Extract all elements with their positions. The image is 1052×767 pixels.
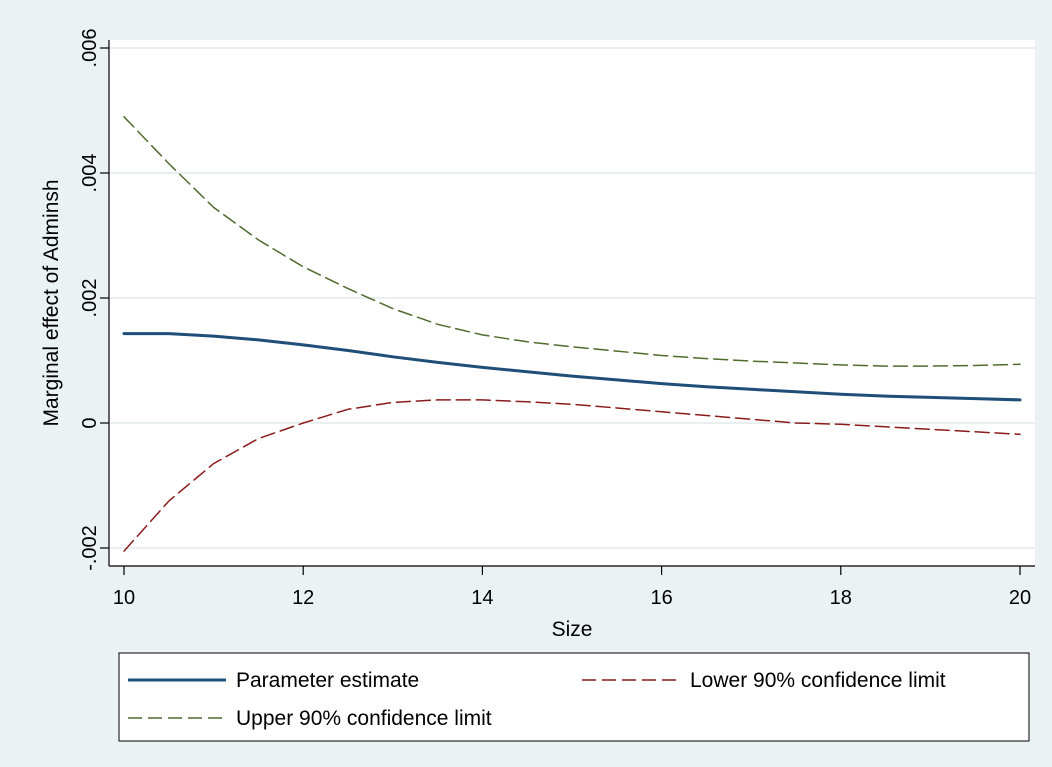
x-axis-ticks: 10 12 14 16 18 20 <box>113 566 1031 609</box>
legend-label-parameter-estimate: Parameter estimate <box>236 669 419 692</box>
x-tick-label-5: 20 <box>1009 587 1031 609</box>
legend-label-lower-90-confidence-limit: Lower 90% confidence limit <box>690 669 946 692</box>
plot-area <box>109 40 1035 566</box>
x-tick-label-0: 10 <box>113 587 135 609</box>
x-tick-label-3: 16 <box>650 587 672 609</box>
x-tick-label-2: 14 <box>471 587 493 609</box>
y-tick-label-3: .004 <box>79 154 101 193</box>
series-line-upper-90-confidence-limit <box>123 116 1021 367</box>
y-axis-ticks: -.002 0 .002 .004 .006 <box>79 29 109 571</box>
series-line-parameter-estimate <box>122 332 1022 402</box>
y-tick-label-4: .006 <box>79 29 101 68</box>
x-tick-label-4: 18 <box>830 587 852 609</box>
legend-label-upper-90-confidence-limit: Upper 90% confidence limit <box>236 707 492 730</box>
x-tick-label-1: 12 <box>292 587 314 609</box>
y-tick-label-0: -.002 <box>79 525 101 571</box>
x-axis-title: Size <box>552 618 593 641</box>
series-lines <box>122 116 1022 552</box>
gridlines <box>109 47 1035 549</box>
legend: Parameter estimate Lower 90% confidence … <box>118 652 1030 742</box>
legend-box <box>118 652 1030 742</box>
y-tick-label-1: 0 <box>79 417 101 428</box>
y-tick-label-2: .002 <box>79 279 101 318</box>
series-line-lower-90-confidence-limit <box>123 399 1021 552</box>
y-axis-title: Marginal effect of Adminsh <box>40 179 63 426</box>
